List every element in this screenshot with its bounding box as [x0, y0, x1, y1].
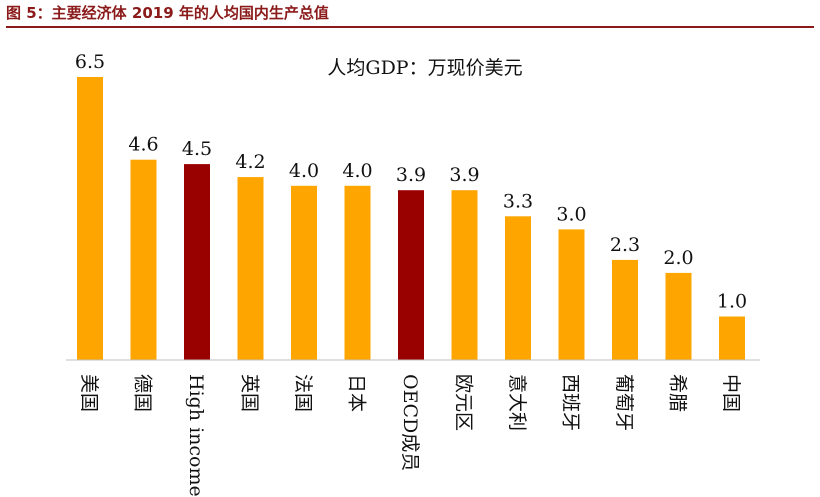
figure-title: 图 5：主要经济体 2019 年的人均国内生产总值: [6, 4, 329, 22]
data-label: 2.0: [663, 247, 693, 269]
x-tick-label: 法国: [292, 374, 314, 412]
bar: [344, 185, 371, 360]
x-tick-label: 葡萄牙: [613, 374, 635, 431]
bar: [291, 185, 317, 360]
data-label: 1.0: [717, 291, 747, 313]
x-tick-label: OECD成员: [399, 374, 421, 471]
x-tick-label: 日本: [346, 374, 368, 412]
data-label: 4.2: [235, 151, 265, 173]
data-label: 4.0: [289, 160, 319, 182]
bar: [558, 229, 585, 360]
x-tick-label: 希腊: [667, 374, 689, 412]
x-tick-label: High income: [185, 374, 207, 497]
data-label: 4.6: [128, 134, 158, 156]
x-tick-label: 美国: [78, 374, 100, 412]
data-label: 4.0: [342, 160, 372, 182]
bar: [612, 259, 638, 360]
data-label: 6.5: [75, 51, 105, 73]
x-tick-label: 欧元区: [453, 374, 475, 431]
bar: [130, 159, 157, 360]
x-tick-label: 中国: [720, 374, 742, 412]
bar: [719, 316, 745, 360]
bar: [237, 177, 264, 360]
bar: [184, 164, 210, 360]
data-label: 3.3: [503, 190, 533, 212]
bar: [77, 77, 103, 360]
bar: [398, 190, 424, 360]
bar: [451, 190, 478, 360]
bar: [665, 272, 692, 360]
data-label: 3.9: [396, 164, 426, 186]
x-tick-label: 德国: [132, 374, 154, 412]
bar: [505, 216, 531, 360]
data-label: 4.5: [182, 138, 212, 160]
title-rule: [6, 26, 814, 28]
x-tick-label: 意大利: [506, 374, 528, 431]
data-label: 3.0: [556, 203, 586, 225]
data-label: 2.3: [610, 234, 640, 256]
chart-subtitle: 人均GDP：万现价美元: [327, 57, 522, 79]
x-tick-label: 西班牙: [560, 374, 582, 431]
x-tick-label: 英国: [239, 374, 261, 412]
data-label: 3.9: [449, 164, 479, 186]
